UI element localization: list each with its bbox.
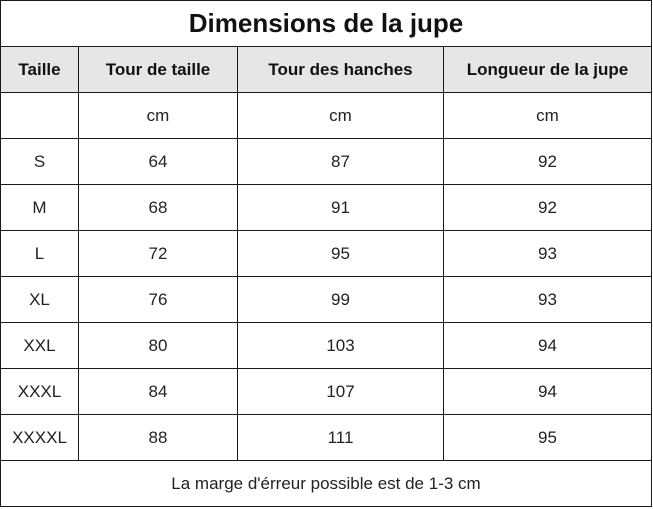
length-cell: 93 (442, 276, 653, 323)
length-cell: 92 (442, 184, 653, 231)
footnote: La marge d'érreur possible est de 1-3 cm (0, 460, 653, 507)
table-row: XXXL 84 107 94 (0, 368, 653, 415)
table-row: S 64 87 92 (0, 138, 653, 185)
size-cell: L (0, 230, 79, 277)
waist-cell: 76 (78, 276, 238, 323)
hips-cell: 99 (237, 276, 444, 323)
unit-row: cm cm cm (0, 92, 653, 139)
length-cell: 93 (442, 230, 653, 277)
size-cell: XL (0, 276, 79, 323)
unit-cell: cm (78, 92, 238, 139)
length-cell: 94 (442, 322, 653, 369)
column-header-length: Longueur de la jupe (442, 46, 653, 93)
hips-cell: 107 (237, 368, 444, 415)
length-cell: 95 (442, 414, 653, 461)
waist-cell: 64 (78, 138, 238, 185)
hips-cell: 87 (237, 138, 444, 185)
footnote-row: La marge d'érreur possible est de 1-3 cm (0, 460, 653, 507)
column-header-hips: Tour des hanches (237, 46, 444, 93)
length-cell: 94 (442, 368, 653, 415)
waist-cell: 80 (78, 322, 238, 369)
table-row: M 68 91 92 (0, 184, 653, 231)
unit-cell (0, 92, 79, 139)
hips-cell: 111 (237, 414, 444, 461)
waist-cell: 88 (78, 414, 238, 461)
table-row: XL 76 99 93 (0, 276, 653, 323)
waist-cell: 68 (78, 184, 238, 231)
table-title: Dimensions de la jupe (0, 0, 653, 47)
column-header-size: Taille (0, 46, 79, 93)
unit-cell: cm (442, 92, 653, 139)
header-row: Taille Tour de taille Tour des hanches L… (0, 46, 653, 93)
hips-cell: 95 (237, 230, 444, 277)
waist-cell: 84 (78, 368, 238, 415)
size-cell: XXXL (0, 368, 79, 415)
table-row: L 72 95 93 (0, 230, 653, 277)
waist-cell: 72 (78, 230, 238, 277)
size-cell: XXXXL (0, 414, 79, 461)
length-cell: 92 (442, 138, 653, 185)
hips-cell: 91 (237, 184, 444, 231)
table-row: XXL 80 103 94 (0, 322, 653, 369)
table-row: XXXXL 88 111 95 (0, 414, 653, 461)
size-cell: XXL (0, 322, 79, 369)
size-cell: M (0, 184, 79, 231)
column-header-waist: Tour de taille (78, 46, 238, 93)
unit-cell: cm (237, 92, 444, 139)
size-cell: S (0, 138, 79, 185)
title-row: Dimensions de la jupe (0, 0, 653, 47)
hips-cell: 103 (237, 322, 444, 369)
